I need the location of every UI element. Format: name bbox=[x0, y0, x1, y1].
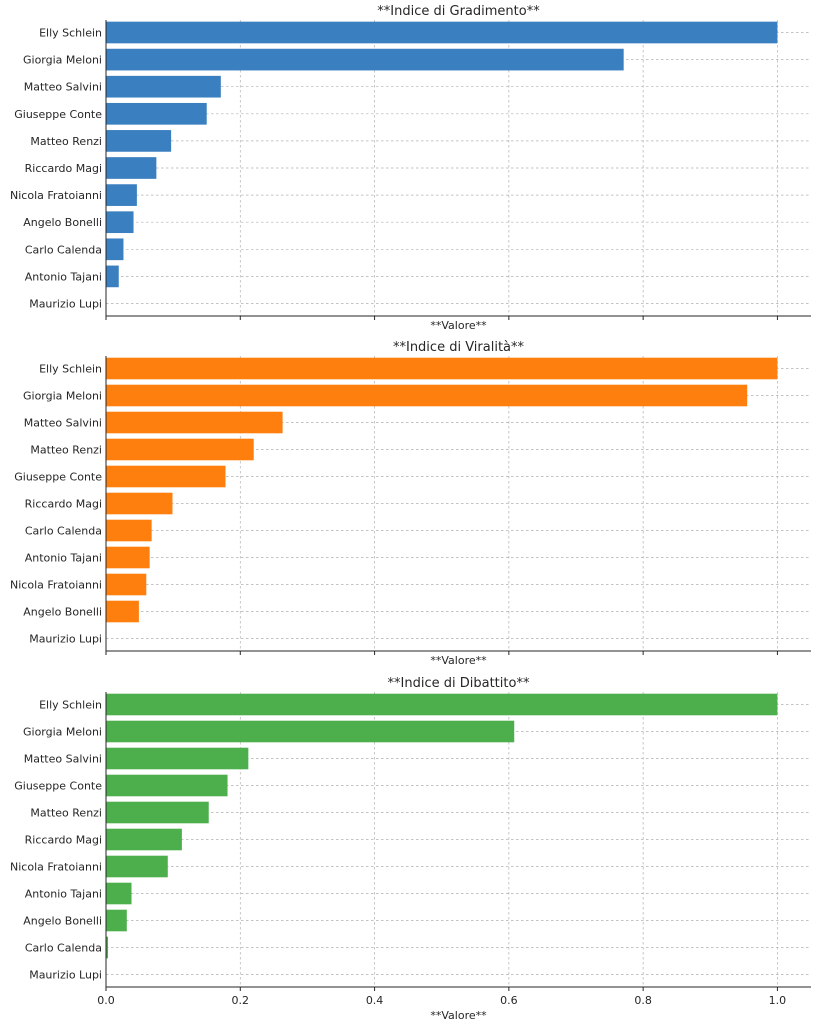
category-label: Riccardo Magi bbox=[25, 162, 102, 175]
category-label: Giorgia Meloni bbox=[23, 726, 102, 739]
bar-carlo-calenda bbox=[106, 936, 109, 959]
bar-antonio-tajani bbox=[106, 265, 119, 288]
bar-carlo-calenda bbox=[106, 519, 152, 542]
chart-panel-1: **Indice di Gradimento** Elly Schlein Gior… bbox=[10, 4, 811, 332]
category-label: Maurizio Lupi bbox=[29, 298, 102, 311]
bar-nicola-fratoianni bbox=[106, 855, 168, 878]
bar-giorgia-meloni bbox=[106, 48, 624, 71]
category-label: Riccardo Magi bbox=[25, 834, 102, 847]
x-tick-label: 0.4 bbox=[366, 994, 384, 1007]
chart-panel-2: **Indice di Viralità** Elly Schlein Giorgi… bbox=[10, 340, 811, 667]
category-label: Angelo Bonelli bbox=[23, 915, 102, 928]
chart-title: **Indice di Gradimento** bbox=[377, 4, 540, 19]
bar-nicola-fratoianni bbox=[106, 184, 137, 206]
x-tick-label: 0.6 bbox=[500, 994, 518, 1007]
category-label: Antonio Tajani bbox=[25, 888, 102, 901]
bar-matteo-salvini bbox=[106, 411, 283, 434]
bar-giuseppe-conte bbox=[106, 774, 228, 797]
bar-nicola-fratoianni bbox=[106, 573, 147, 596]
chart-title: **Indice di Viralità** bbox=[393, 340, 525, 355]
bar-antonio-tajani bbox=[106, 882, 132, 905]
x-tick-label: 0.8 bbox=[634, 994, 652, 1007]
bar-giorgia-meloni bbox=[106, 384, 748, 407]
category-label: Giuseppe Conte bbox=[14, 471, 102, 484]
chart-panel-3: **Indice di Dibattito** 0.0 0.2 0.4 0.6 0.8 1.… bbox=[10, 676, 811, 1022]
category-label: Elly Schlein bbox=[39, 363, 102, 376]
bar-elly-schlein bbox=[106, 693, 778, 716]
category-label: Giuseppe Conte bbox=[14, 108, 102, 121]
bar-elly-schlein bbox=[106, 357, 778, 380]
bar-matteo-salvini bbox=[106, 747, 249, 770]
bar-riccardo-magi bbox=[106, 157, 157, 179]
bar-carlo-calenda bbox=[106, 238, 124, 261]
category-label: Elly Schlein bbox=[39, 699, 102, 712]
x-tick-label: 0.2 bbox=[232, 994, 250, 1007]
bar-matteo-renzi bbox=[106, 130, 172, 152]
category-label: Matteo Renzi bbox=[30, 807, 102, 820]
category-label: Matteo Renzi bbox=[30, 135, 102, 148]
category-label: Carlo Calenda bbox=[25, 243, 102, 256]
category-label: Giorgia Meloni bbox=[23, 390, 102, 403]
category-label: Matteo Renzi bbox=[30, 444, 102, 457]
category-label: Nicola Fratoianni bbox=[10, 861, 102, 874]
category-label: Giorgia Meloni bbox=[23, 54, 102, 67]
category-label: Nicola Fratoianni bbox=[10, 579, 102, 592]
category-label: Nicola Fratoianni bbox=[10, 189, 102, 202]
category-label: Maurizio Lupi bbox=[29, 633, 102, 646]
chart-title: **Indice di Dibattito** bbox=[388, 676, 530, 691]
category-label: Angelo Bonelli bbox=[23, 606, 102, 619]
category-label: Matteo Salvini bbox=[24, 417, 102, 430]
bar-riccardo-magi bbox=[106, 828, 182, 851]
bar-giuseppe-conte bbox=[106, 102, 207, 125]
bar-angelo-bonelli bbox=[106, 600, 139, 623]
x-axis-label: **Valore** bbox=[430, 654, 487, 667]
category-label: Angelo Bonelli bbox=[23, 216, 102, 229]
bar-elly-schlein bbox=[106, 21, 778, 44]
category-label: Carlo Calenda bbox=[25, 942, 102, 955]
bar-matteo-renzi bbox=[106, 438, 254, 461]
category-label: Antonio Tajani bbox=[25, 552, 102, 565]
bar-giorgia-meloni bbox=[106, 720, 515, 743]
x-tick-label: 0.0 bbox=[97, 994, 115, 1007]
bar-riccardo-magi bbox=[106, 492, 173, 515]
bar-antonio-tajani bbox=[106, 546, 150, 569]
x-tick-label: 1.0 bbox=[769, 994, 787, 1007]
category-label: Elly Schlein bbox=[39, 27, 102, 40]
category-label: Giuseppe Conte bbox=[14, 780, 102, 793]
x-axis-label: **Valore** bbox=[430, 1009, 487, 1022]
category-label: Riccardo Magi bbox=[25, 498, 102, 511]
category-label: Matteo Salvini bbox=[24, 753, 102, 766]
category-label: Matteo Salvini bbox=[24, 81, 102, 94]
bar-matteo-renzi bbox=[106, 801, 209, 824]
category-label: Maurizio Lupi bbox=[29, 969, 102, 982]
x-axis-label: **Valore** bbox=[430, 319, 487, 332]
category-label: Antonio Tajani bbox=[25, 270, 102, 283]
category-label: Carlo Calenda bbox=[25, 525, 102, 538]
bar-giuseppe-conte bbox=[106, 465, 226, 488]
bar-angelo-bonelli bbox=[106, 909, 127, 932]
bar-matteo-salvini bbox=[106, 75, 221, 98]
bar-angelo-bonelli bbox=[106, 211, 134, 234]
